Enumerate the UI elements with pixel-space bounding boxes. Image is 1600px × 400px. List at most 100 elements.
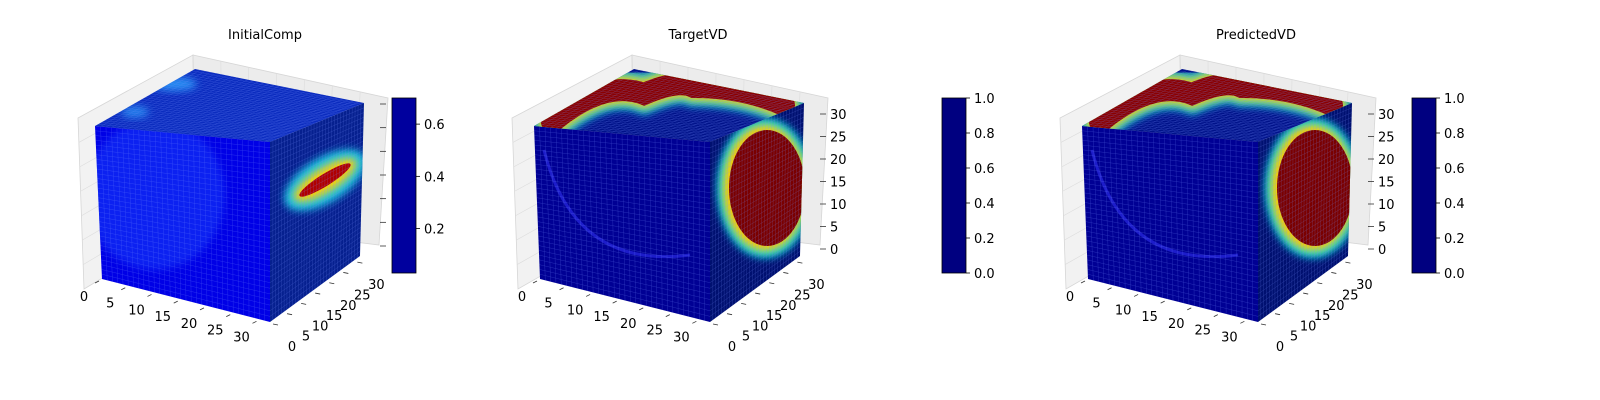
- cube-top-face: [1082, 69, 1352, 142]
- mesh-line: [226, 137, 229, 312]
- mesh-line: [269, 112, 364, 154]
- mesh-line: [1144, 90, 1317, 118]
- mesh-line: [596, 90, 769, 118]
- front-face-features: [1090, 149, 1239, 259]
- mesh-line: [535, 159, 711, 182]
- z-tick-label: 0: [1378, 243, 1386, 258]
- x-tick-label: 15: [593, 310, 610, 325]
- mesh-line: [1186, 135, 1190, 305]
- mesh-line: [96, 168, 271, 193]
- mesh-line: [209, 136, 213, 308]
- mesh-line: [160, 131, 166, 296]
- mesh-line: [96, 154, 271, 176]
- mesh-line: [676, 96, 773, 140]
- mesh-line: [593, 91, 766, 120]
- mesh-line: [269, 217, 362, 278]
- mesh-line: [295, 131, 297, 304]
- x-tick-label: 5: [1092, 297, 1100, 312]
- mesh-line: [577, 129, 583, 290]
- mesh-line: [182, 133, 187, 301]
- mesh-line: [566, 75, 666, 130]
- mesh-line: [157, 90, 329, 118]
- mesh-line: [537, 221, 711, 255]
- mesh-line: [165, 132, 171, 297]
- x-tick-label: 20: [1168, 317, 1185, 332]
- band-core: [541, 73, 795, 133]
- mesh-line: [654, 136, 658, 309]
- mesh-line: [148, 95, 320, 122]
- mesh-line: [791, 106, 796, 263]
- mesh-line: [264, 101, 359, 142]
- mesh-line: [269, 155, 363, 205]
- mesh-line: [1086, 231, 1259, 266]
- cube-front-face: [1082, 126, 1258, 322]
- mesh-line: [98, 207, 271, 238]
- mesh-line: [1083, 164, 1259, 188]
- mesh-line: [566, 128, 573, 288]
- ellipse-core: [299, 163, 351, 197]
- mesh-line: [754, 122, 758, 290]
- mesh-line: [171, 83, 270, 134]
- mesh-line: [269, 131, 364, 176]
- mesh-line: [1175, 72, 1347, 106]
- mesh-line: [1142, 131, 1147, 294]
- mesh-line: [1345, 104, 1350, 259]
- mesh-line: [320, 120, 324, 285]
- mesh-line: [111, 72, 211, 128]
- mesh-line: [1294, 126, 1297, 296]
- mesh-line: [590, 93, 763, 121]
- mesh-line: [1257, 155, 1351, 205]
- mesh-line: [555, 127, 562, 285]
- mesh-line: [538, 235, 711, 272]
- y-tick-label: 25: [354, 288, 371, 303]
- x-tick-label: 15: [154, 310, 171, 325]
- x-tick-label: 0: [518, 290, 526, 305]
- mesh-line: [610, 83, 709, 134]
- mesh-line: [1316, 116, 1320, 279]
- x-tick: [1187, 307, 1192, 311]
- mesh-line: [100, 126, 108, 281]
- mesh-line: [269, 107, 364, 148]
- front-face-features: [95, 126, 225, 270]
- x-tick-label: 5: [106, 297, 114, 312]
- mesh-line: [558, 111, 734, 133]
- mesh-line: [536, 183, 711, 210]
- mesh-line: [539, 69, 640, 127]
- mesh-line: [660, 93, 757, 138]
- mesh-line: [154, 91, 326, 120]
- mesh-line: [627, 72, 799, 106]
- mesh-line: [594, 80, 693, 132]
- x-tick: [147, 294, 152, 297]
- mesh-line: [1109, 128, 1115, 286]
- mesh-line: [354, 105, 359, 261]
- mesh-line: [534, 135, 711, 154]
- mesh-line: [1087, 264, 1259, 306]
- mesh-line: [1274, 134, 1276, 310]
- mesh-line: [583, 78, 682, 131]
- mesh-line: [1087, 254, 1259, 295]
- mesh-line: [171, 132, 176, 298]
- z-tick-label: 30: [830, 108, 847, 123]
- y-tick-label: 15: [766, 309, 783, 324]
- mesh-line: [1085, 226, 1259, 261]
- mesh-line: [269, 251, 361, 317]
- mesh-line: [104, 120, 279, 139]
- mesh-line: [709, 227, 801, 289]
- mesh-line: [698, 100, 794, 142]
- colorbar-tick-label: 0.4: [424, 170, 445, 185]
- mesh-line: [709, 217, 802, 278]
- mesh-line: [1147, 131, 1152, 296]
- mesh-line: [281, 137, 282, 314]
- y-tick: [769, 282, 775, 285]
- mesh-line: [1213, 94, 1310, 139]
- mesh-line: [1131, 78, 1230, 131]
- y-tick-label: 25: [794, 288, 811, 303]
- z-tick-label: 25: [830, 131, 847, 146]
- mesh-line: [1150, 86, 1323, 116]
- mesh-line: [1147, 81, 1246, 133]
- mesh-line: [535, 154, 711, 176]
- mesh-line: [1252, 101, 1347, 142]
- mesh-line: [1103, 127, 1110, 285]
- mesh-line: [1142, 80, 1241, 132]
- colorbar-tick-label: 0.6: [424, 118, 445, 133]
